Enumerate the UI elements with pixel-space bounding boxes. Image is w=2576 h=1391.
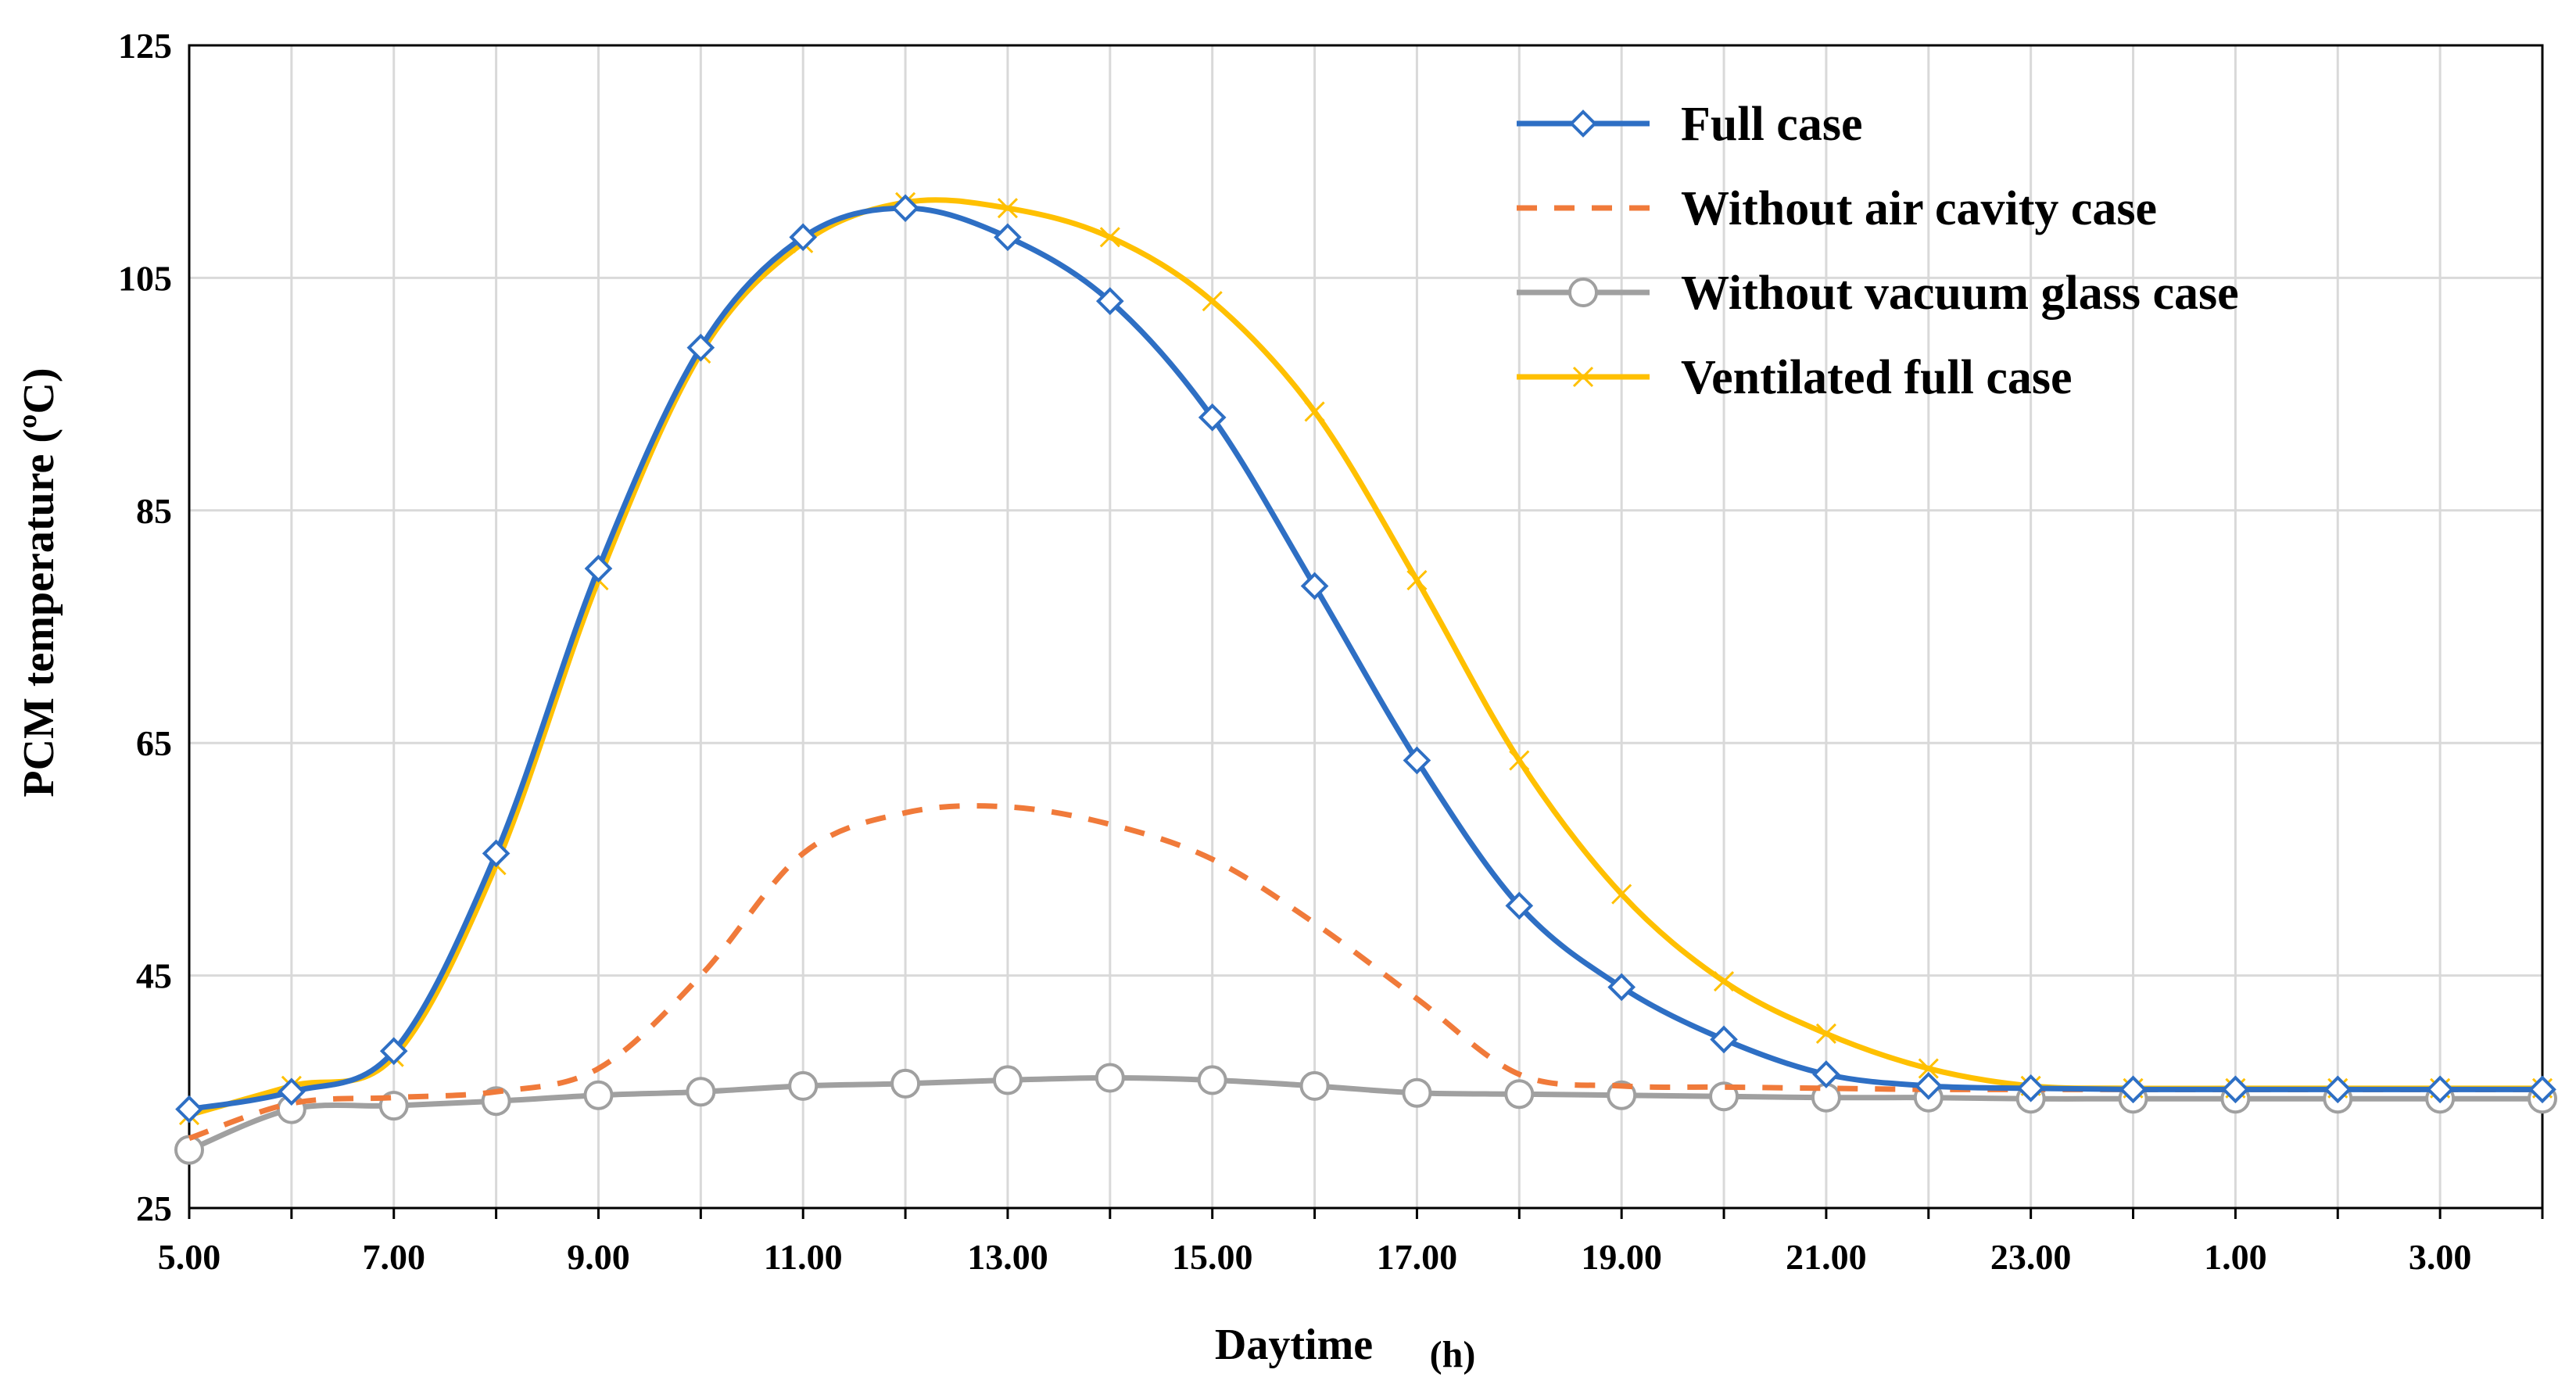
series-line [186,205,2546,1113]
data-point-marker [1509,750,1530,771]
legend-swatch-marker [1569,109,1597,138]
data-point-marker [1504,1079,1535,1110]
data-point-marker [1406,569,1428,591]
x-tick-label: 13.00 [967,1237,1048,1277]
y-tick-label: 85 [136,491,172,531]
data-point-marker [1403,746,1431,775]
plot-area-frame [188,44,2544,1210]
x-tick-label: 7.00 [362,1237,425,1277]
y-tick-label: 125 [118,26,172,66]
data-point-marker [1299,1070,1330,1101]
data-point-marker [1914,1072,1943,1100]
legend-entry: Without air cavity case [1517,182,2157,235]
y-axis-title: PCM temperature (ºC) [15,367,63,797]
data-point-marker [1402,1077,1432,1108]
data-point-marker [891,194,919,223]
x-tick-label: 19.00 [1581,1237,1662,1277]
data-point-marker [1300,572,1329,600]
x-tick-label: 11.00 [764,1237,843,1277]
series-without-vacuum-glass-case [174,1063,2557,1165]
data-point-marker [584,554,613,583]
data-point-marker [278,1077,306,1106]
x-tick-label: 23.00 [1990,1237,2072,1277]
data-point-marker [686,1077,716,1107]
legend-label: Ventilated full case [1681,351,2073,404]
series-without-air-cavity-case [188,803,2542,1142]
legend-label: Full case [1681,98,1862,151]
legend-entry: Ventilated full case [1517,351,2073,404]
data-point-marker [890,1068,921,1099]
data-point-marker [992,1065,1023,1095]
legend-swatch-marker [1568,278,1598,307]
data-point-marker [174,1135,204,1165]
data-point-marker [1611,884,1632,905]
data-point-marker [2119,1075,2148,1104]
series-line [188,803,2542,1142]
data-point-marker [994,223,1022,252]
legend-swatch-marker [1572,366,1594,388]
data-point-marker [1713,970,1735,992]
data-point-marker [1812,1060,1840,1088]
data-point-marker [1197,1065,1227,1095]
data-point-marker [686,333,715,362]
y-tick-label: 25 [136,1188,172,1228]
x-tick-label: 17.00 [1377,1237,1458,1277]
x-tick-label: 1.00 [2204,1237,2267,1277]
x-tick-label: 9.00 [567,1237,630,1277]
x-axis-ticks: 5.00 7.00 9.00 11.00 13.00 15.00 17.00 19.00 21.… [158,1208,2544,1277]
data-point-marker [997,198,1019,219]
data-point-marker [482,839,511,868]
data-point-marker [1095,287,1124,315]
data-point-marker [379,1037,408,1066]
data-point-marker [788,1070,819,1101]
data-point-marker [2016,1074,2045,1102]
series-layer [174,192,2557,1165]
legend-label: Without vacuum glass case [1681,267,2239,320]
y-tick-label: 105 [118,258,172,298]
y-tick-label: 45 [136,956,172,996]
x-tick-label: 21.00 [1786,1237,1867,1277]
data-point-marker [175,1095,203,1124]
y-axis-ticks: 25 45 65 85 105 125 [118,26,172,1228]
data-point-marker [1095,1063,1125,1093]
data-point-marker [583,1080,614,1110]
data-point-marker [1304,401,1325,422]
data-point-marker [2426,1075,2454,1104]
legend: Full case Without air cavity case Without … [1517,98,2239,404]
series-full-case [175,194,2556,1124]
x-tick-label: 15.00 [1172,1237,1253,1277]
legend-entry: Without vacuum glass case [1517,267,2239,320]
x-tick-label: 3.00 [2409,1237,2472,1277]
data-point-marker [1710,1025,1738,1054]
data-point-marker [1607,973,1636,1002]
data-point-marker [1099,227,1120,248]
data-point-marker [2528,1075,2556,1104]
data-point-marker [1505,891,1534,920]
x-axis-title: Daytime [1215,1321,1373,1369]
data-point-marker [2323,1075,2352,1104]
data-point-marker [789,223,818,252]
data-point-marker [2221,1075,2250,1104]
x-tick-label: 5.00 [158,1237,221,1277]
legend-entry: Full case [1517,98,1862,151]
data-point-marker [1202,291,1223,312]
x-axis-unit: (h) [1430,1334,1476,1375]
data-point-marker [1918,1058,1939,1079]
data-point-marker [1198,403,1227,432]
legend-label: Without air cavity case [1681,182,2157,235]
data-point-marker [1815,1023,1836,1045]
y-tick-label: 65 [136,723,172,763]
